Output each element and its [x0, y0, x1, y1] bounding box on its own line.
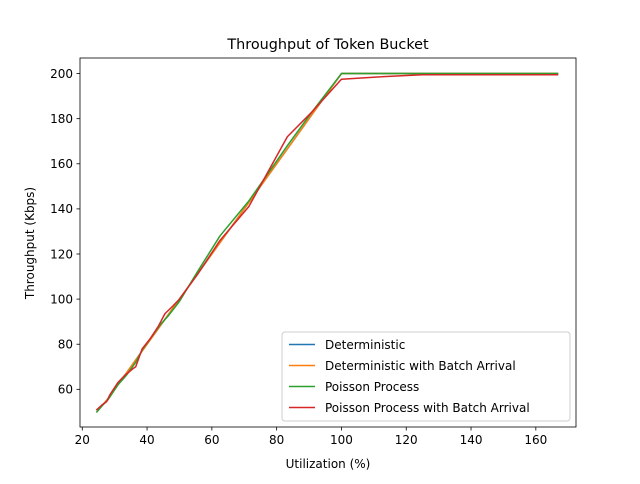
x-tick-label: 160 [524, 433, 547, 447]
legend-label-4: Poisson Process with Batch Arrival [325, 401, 530, 415]
x-axis-ticks: 20 40 60 80 100 120 140 160 [75, 427, 547, 447]
y-axis-label: Throughput (Kbps) [23, 187, 37, 300]
legend-label-3: Poisson Process [325, 380, 419, 394]
y-axis-ticks: 60 80 100 120 140 160 180 200 [50, 67, 80, 397]
x-axis-label: Utilization (%) [286, 457, 371, 471]
legend-box [281, 331, 571, 422]
legend-label-1: Deterministic [325, 338, 405, 352]
y-tick-label: 140 [50, 202, 73, 216]
y-tick-label: 200 [50, 67, 73, 81]
x-tick-label: 60 [204, 433, 219, 447]
chart-title: Throughput of Token Bucket [226, 37, 429, 53]
legend: Deterministic Deterministic with Batch Ar… [281, 331, 571, 422]
legend-label-2: Deterministic with Batch Arrival [325, 359, 516, 373]
x-tick-label: 100 [330, 433, 353, 447]
y-tick-label: 120 [50, 247, 73, 261]
x-tick-label: 120 [395, 433, 418, 447]
y-tick-label: 100 [50, 292, 73, 306]
x-tick-label: 80 [269, 433, 284, 447]
y-tick-label: 80 [58, 338, 73, 352]
x-tick-label: 40 [139, 433, 154, 447]
x-tick-label: 140 [460, 433, 483, 447]
y-tick-label: 180 [50, 112, 73, 126]
y-tick-label: 160 [50, 157, 73, 171]
plot-series [95, 72, 559, 413]
series-line-4 [95, 73, 559, 411]
plot-frame [79, 57, 577, 428]
x-tick-label: 20 [75, 433, 90, 447]
y-tick-label: 60 [58, 383, 73, 397]
series-line-3 [95, 72, 559, 413]
